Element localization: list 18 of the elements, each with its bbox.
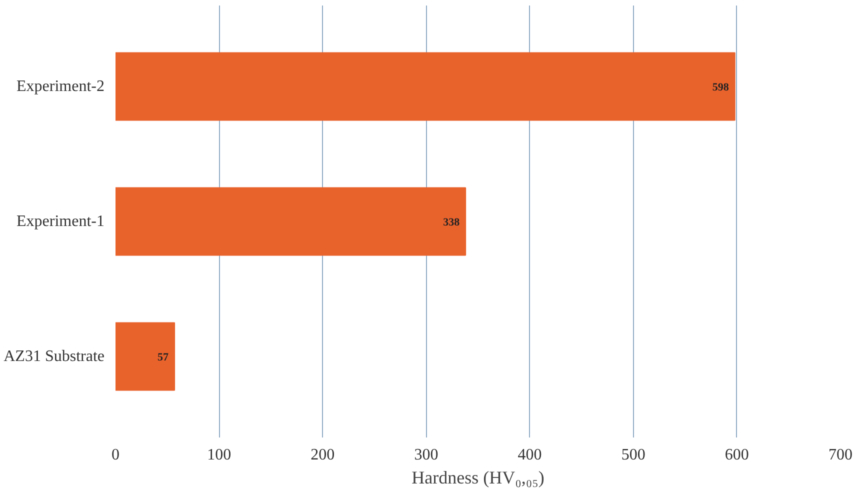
- x-axis-title: Hardness (HV₀,₀₅): [412, 468, 544, 488]
- x-tick-label: 600: [724, 446, 749, 464]
- x-tick-label: 200: [310, 446, 335, 464]
- y-tick-label: AZ31 Substrate: [4, 348, 104, 365]
- x-tick-label: 700: [828, 446, 852, 464]
- data-label: 338: [443, 216, 460, 228]
- x-tick-label: 300: [414, 446, 438, 464]
- x-tick-label: 100: [207, 446, 232, 464]
- y-tick-label: Experiment-2: [16, 78, 104, 95]
- bar: [116, 187, 466, 256]
- y-tick-label: Experiment-1: [16, 213, 104, 230]
- data-label: 57: [158, 352, 170, 364]
- x-tick-label: 500: [621, 446, 646, 464]
- data-label: 598: [712, 82, 730, 94]
- bar: [116, 322, 176, 391]
- x-tick-label: 400: [518, 446, 542, 464]
- bar: [116, 52, 736, 121]
- x-tick-label: 0: [112, 446, 120, 464]
